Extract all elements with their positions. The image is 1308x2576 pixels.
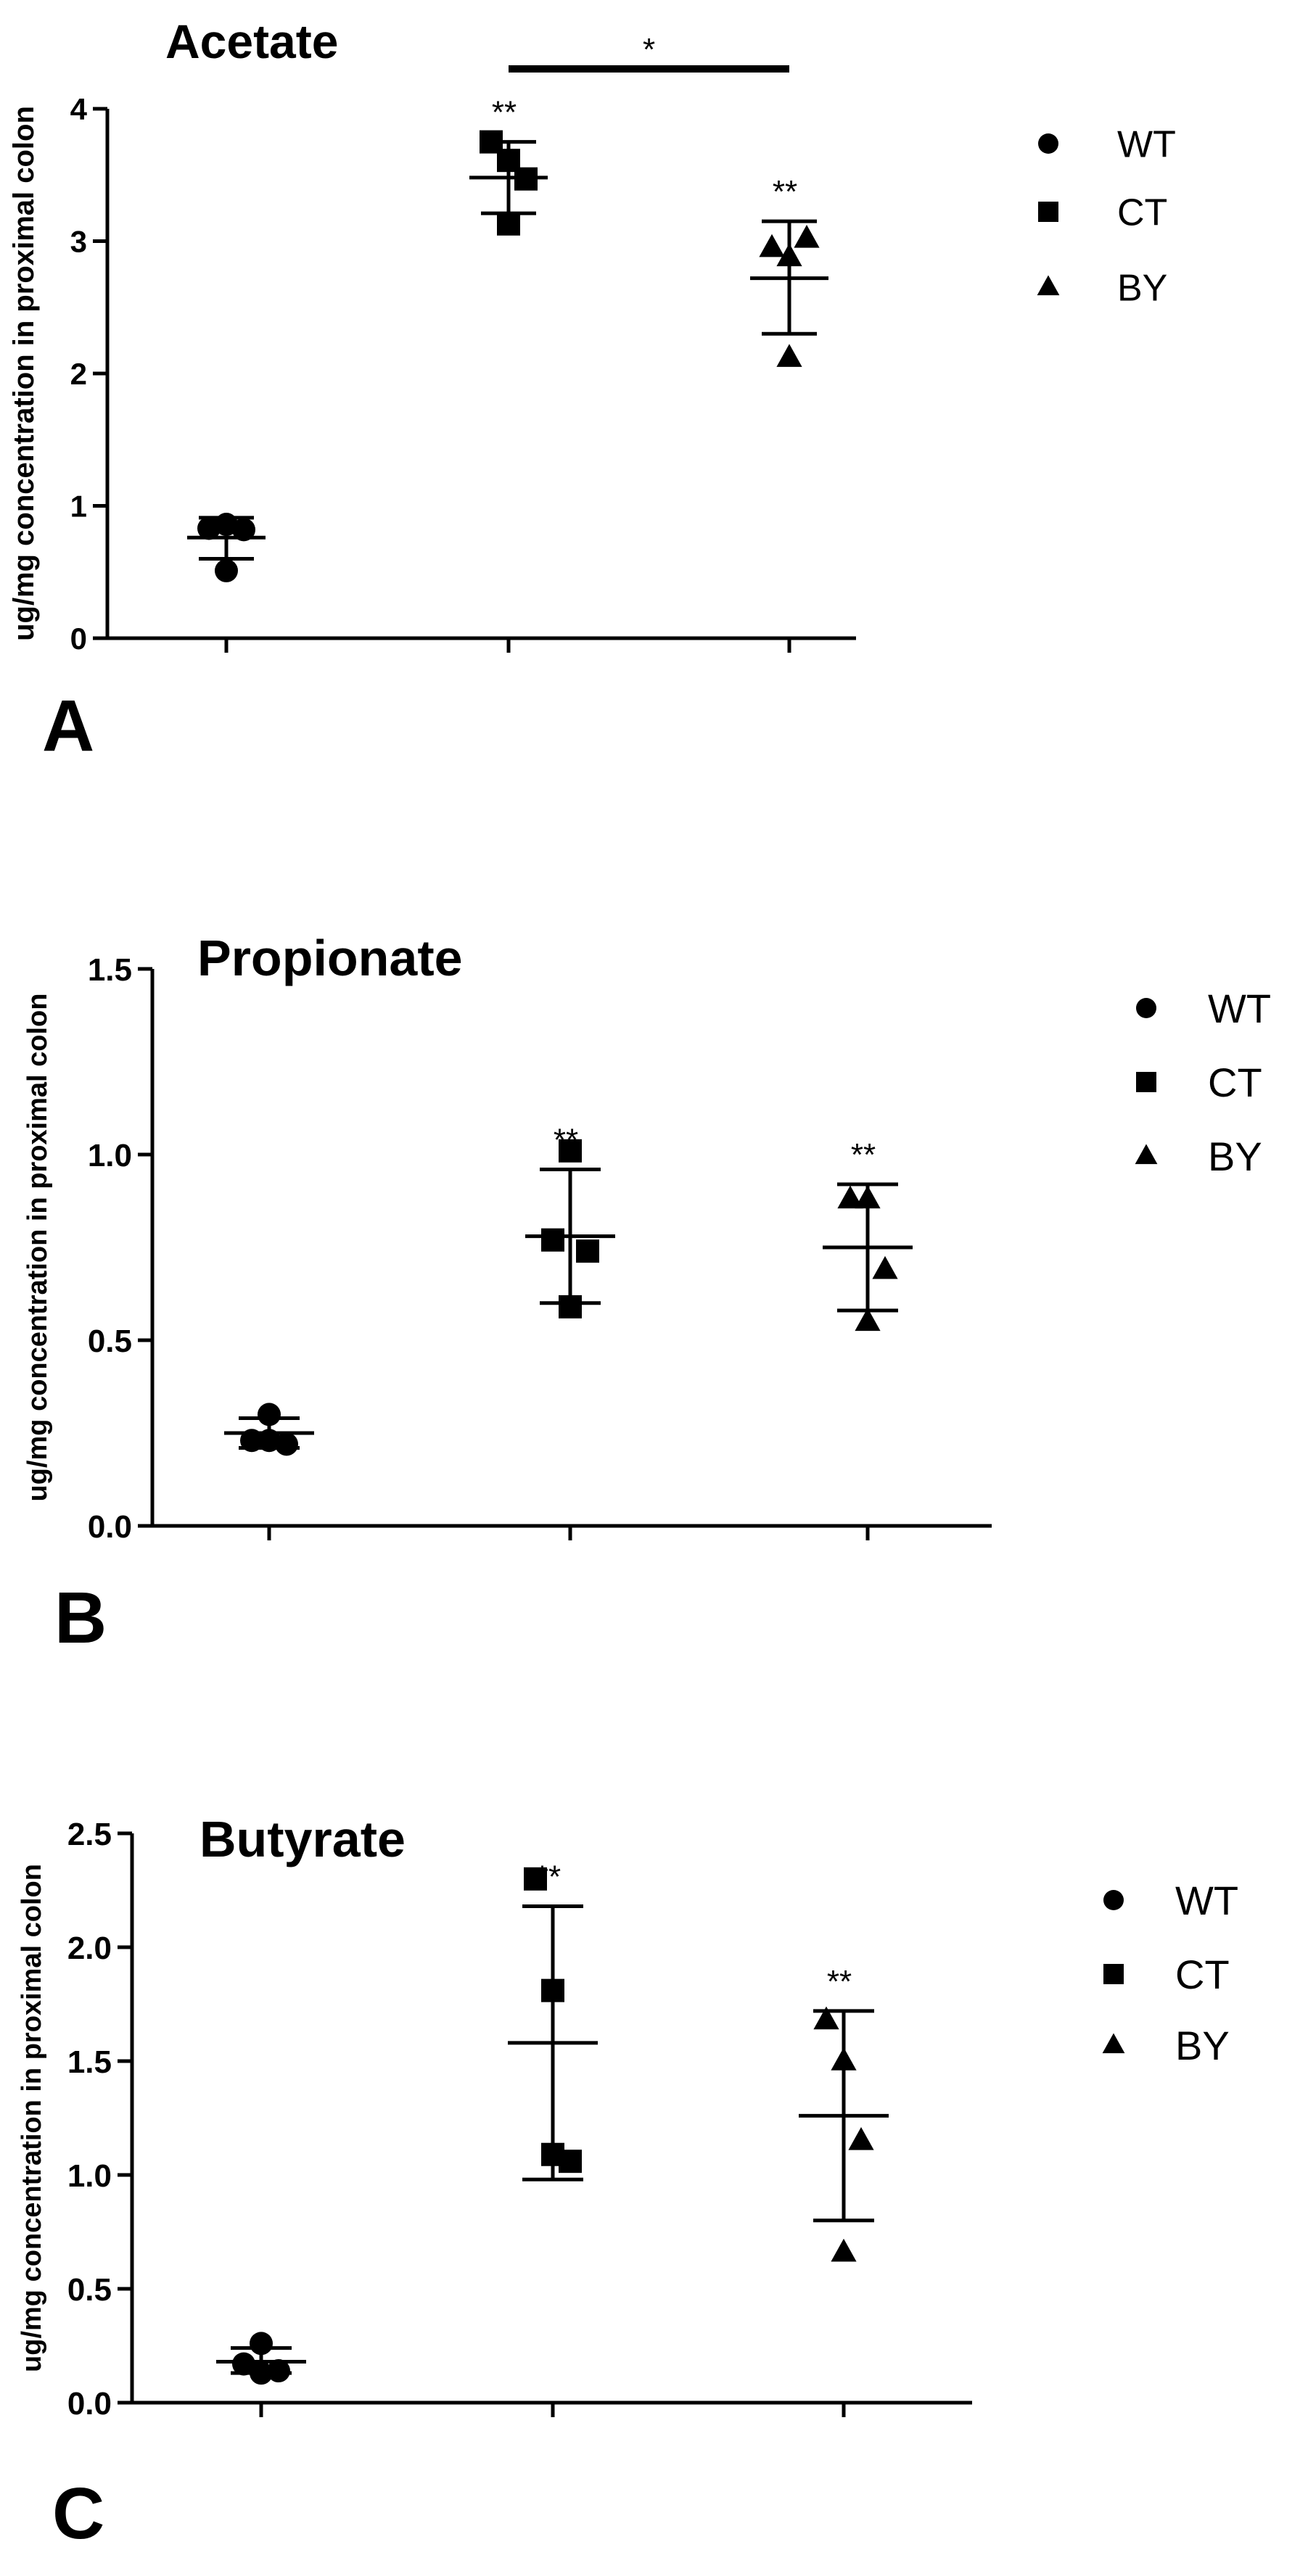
data-point-by [848, 2127, 874, 2150]
series-wt [187, 513, 266, 582]
data-point-ct [497, 212, 520, 236]
data-point-ct [541, 1978, 564, 2002]
series-wt [216, 2332, 306, 2385]
y-tick-label: 0.5 [67, 2272, 112, 2308]
significance-label: ** [773, 174, 797, 210]
y-tick-label: 2.5 [67, 1817, 112, 1852]
panel-label: C [52, 2473, 104, 2554]
legend: WT CT BY [1037, 124, 1176, 310]
data-point-by [855, 1185, 881, 1209]
data-point-by [855, 1308, 881, 1332]
significance-label: ** [492, 95, 517, 131]
data-point-by [776, 344, 802, 367]
y-tick-label: 1.0 [88, 1138, 132, 1173]
legend-label-ct: CT [1117, 192, 1167, 234]
data-point-ct [514, 167, 538, 191]
legend-marker-by [1102, 2033, 1125, 2054]
y-axis-label: ug/mg concentration in proximal colon [8, 106, 40, 641]
data-point-wt [258, 1403, 281, 1427]
significance-label: ** [536, 1859, 561, 1894]
y-tick-label: 1.0 [67, 2158, 112, 2194]
chart-title: Propionate [197, 930, 463, 986]
y-tick-label: 0 [70, 622, 87, 656]
panel-label: B [54, 1577, 107, 1659]
y-tick-label: 3 [70, 225, 87, 259]
data-point-by [759, 234, 785, 257]
data-point-ct [559, 1295, 582, 1318]
data-point-wt [240, 1429, 263, 1453]
legend-label-wt: WT [1117, 124, 1176, 166]
y-tick-label: 0.5 [88, 1324, 132, 1359]
data-point-by [831, 2238, 857, 2262]
chart-title: Butyrate [200, 1811, 406, 1867]
significance-label: ** [827, 1964, 852, 1999]
panel-acetate: Acetate A 0 1 2 3 4 ug/mg concentration in prox… [8, 15, 1176, 767]
panel-propionate: Propionate B 0.0 0.5 1.0 1.5 ug/mg concentrati… [22, 930, 1271, 1659]
series-ct: ** [525, 1122, 615, 1318]
legend-label-ct: CT [1208, 1060, 1262, 1105]
series-by: ** [799, 1964, 889, 2262]
legend-marker-by [1135, 1144, 1158, 1165]
significance-label: ** [554, 1122, 578, 1157]
data-point-by [813, 2006, 839, 2030]
data-point-by [794, 225, 820, 248]
data-point-wt [275, 1432, 298, 1456]
legend: WT CT BY [1135, 986, 1271, 1179]
data-point-wt [215, 558, 238, 582]
y-tick-label: 2.0 [67, 1931, 112, 1966]
legend-label-ct: CT [1175, 1952, 1230, 1997]
data-point-wt [232, 518, 255, 542]
series-wt [224, 1403, 314, 1456]
y-axis-label: ug/mg concentration in proximal colon [17, 1864, 47, 2372]
legend-marker-ct [1103, 1964, 1124, 1984]
legend-marker-ct [1038, 202, 1058, 222]
y-tick-label: 1 [70, 490, 87, 524]
data-point-ct [541, 2142, 564, 2166]
comparison-label: * [643, 32, 655, 67]
legend-label-by: BY [1175, 2023, 1230, 2068]
data-point-ct [541, 1228, 564, 1252]
y-tick-label: 1.5 [67, 2044, 112, 2080]
y-axis-label: ug/mg concentration in proximal colon [22, 994, 53, 1502]
legend-label-wt: WT [1208, 986, 1271, 1031]
data-point-ct [524, 1867, 547, 1891]
legend-marker-wt [1136, 998, 1156, 1018]
legend-marker-ct [1136, 1072, 1156, 1092]
data-point-wt [215, 513, 238, 537]
data-point-wt [258, 1429, 281, 1453]
y-tick-label: 2 [70, 357, 87, 391]
panel-label: A [42, 685, 94, 767]
series-ct: ** [469, 95, 548, 236]
legend-label-by: BY [1208, 1134, 1262, 1179]
legend-marker-wt [1103, 1890, 1124, 1910]
legend-marker-by [1037, 275, 1060, 296]
series-by: ** [750, 174, 828, 367]
significance-label: ** [851, 1137, 876, 1173]
y-tick-label: 4 [70, 92, 88, 126]
y-tick-label: 0.0 [67, 2386, 112, 2422]
legend-label-by: BY [1117, 268, 1167, 310]
data-point-by [872, 1255, 898, 1279]
series-by: ** [823, 1137, 913, 1332]
data-point-ct [576, 1239, 599, 1263]
legend-label-wt: WT [1175, 1878, 1238, 1923]
data-point-wt [232, 2352, 255, 2376]
data-point-ct [559, 1139, 582, 1163]
data-point-wt [250, 2361, 273, 2385]
y-tick-label: 1.5 [88, 952, 132, 988]
data-point-wt [267, 2359, 290, 2383]
data-point-wt [250, 2332, 273, 2356]
panel-butyrate: Butyrate C 0.0 0.5 1.0 1.5 2.0 2.5 ug/mg concent… [17, 1811, 1238, 2554]
data-point-by [837, 1185, 863, 1209]
chart-title: Acetate [165, 15, 338, 68]
data-point-wt [197, 516, 221, 540]
data-point-by [831, 2047, 857, 2071]
y-tick-label: 0.0 [88, 1509, 132, 1545]
series-ct: ** [508, 1859, 598, 2181]
legend: WT CT BY [1102, 1878, 1238, 2068]
data-point-by [776, 243, 802, 267]
legend-marker-wt [1038, 133, 1058, 154]
